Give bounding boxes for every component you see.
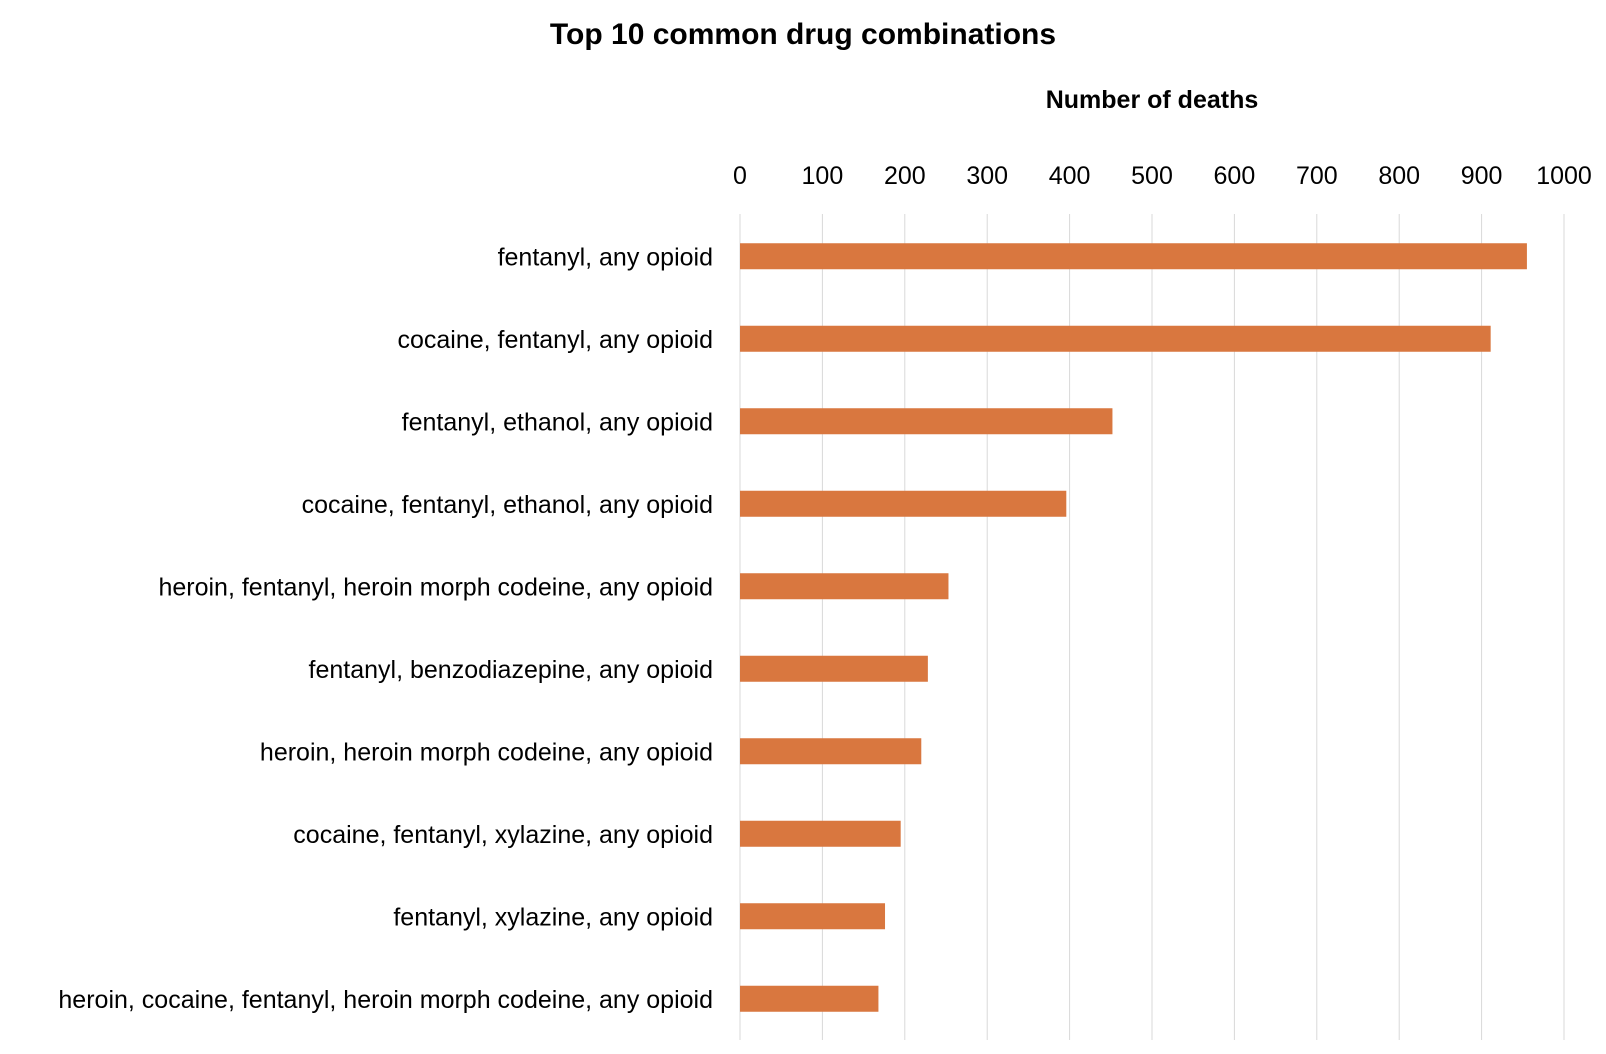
category-label: cocaine, fentanyl, ethanol, any opioid xyxy=(302,491,713,519)
category-label: fentanyl, xylazine, any opioid xyxy=(393,903,713,931)
x-tick-label: 1000 xyxy=(1536,162,1592,190)
x-tick-label: 800 xyxy=(1378,162,1420,190)
bar xyxy=(740,573,949,600)
category-label: fentanyl, ethanol, any opioid xyxy=(402,408,713,436)
bar xyxy=(740,408,1113,435)
x-tick-label: 0 xyxy=(733,162,747,190)
bars xyxy=(740,243,1527,1012)
category-label: fentanyl, benzodiazepine, any opioid xyxy=(309,656,713,684)
bar xyxy=(740,985,879,1012)
x-tick-label: 200 xyxy=(884,162,926,190)
bar xyxy=(740,655,928,682)
category-label: heroin, fentanyl, heroin morph codeine, … xyxy=(158,573,713,601)
bar xyxy=(740,820,901,847)
category-label: fentanyl, any opioid xyxy=(498,243,713,271)
bar xyxy=(740,243,1527,270)
category-label: cocaine, fentanyl, any opioid xyxy=(398,326,714,354)
x-tick-label: 400 xyxy=(1049,162,1091,190)
category-label: heroin, cocaine, fentanyl, heroin morph … xyxy=(58,986,713,1014)
bar xyxy=(740,490,1067,517)
x-tick-label: 300 xyxy=(966,162,1008,190)
category-label: cocaine, fentanyl, xylazine, any opioid xyxy=(293,821,713,849)
bar xyxy=(740,738,922,765)
bar xyxy=(740,903,886,930)
x-tick-label: 700 xyxy=(1296,162,1338,190)
x-tick-label: 500 xyxy=(1131,162,1173,190)
x-axis-label: Number of deaths xyxy=(1046,86,1259,114)
x-axis-ticks: 0 100 200 300 400 500 600 700 800 900 1000 xyxy=(733,162,1592,190)
x-tick-label: 600 xyxy=(1214,162,1256,190)
category-labels: fentanyl, any opioid cocaine, fentanyl, a… xyxy=(58,243,713,1014)
bar xyxy=(740,325,1491,352)
category-label: heroin, heroin morph codeine, any opioid xyxy=(260,738,713,766)
chart-title: Top 10 common drug combinations xyxy=(550,18,1056,51)
x-tick-label: 900 xyxy=(1461,162,1503,190)
x-tick-label: 100 xyxy=(802,162,844,190)
